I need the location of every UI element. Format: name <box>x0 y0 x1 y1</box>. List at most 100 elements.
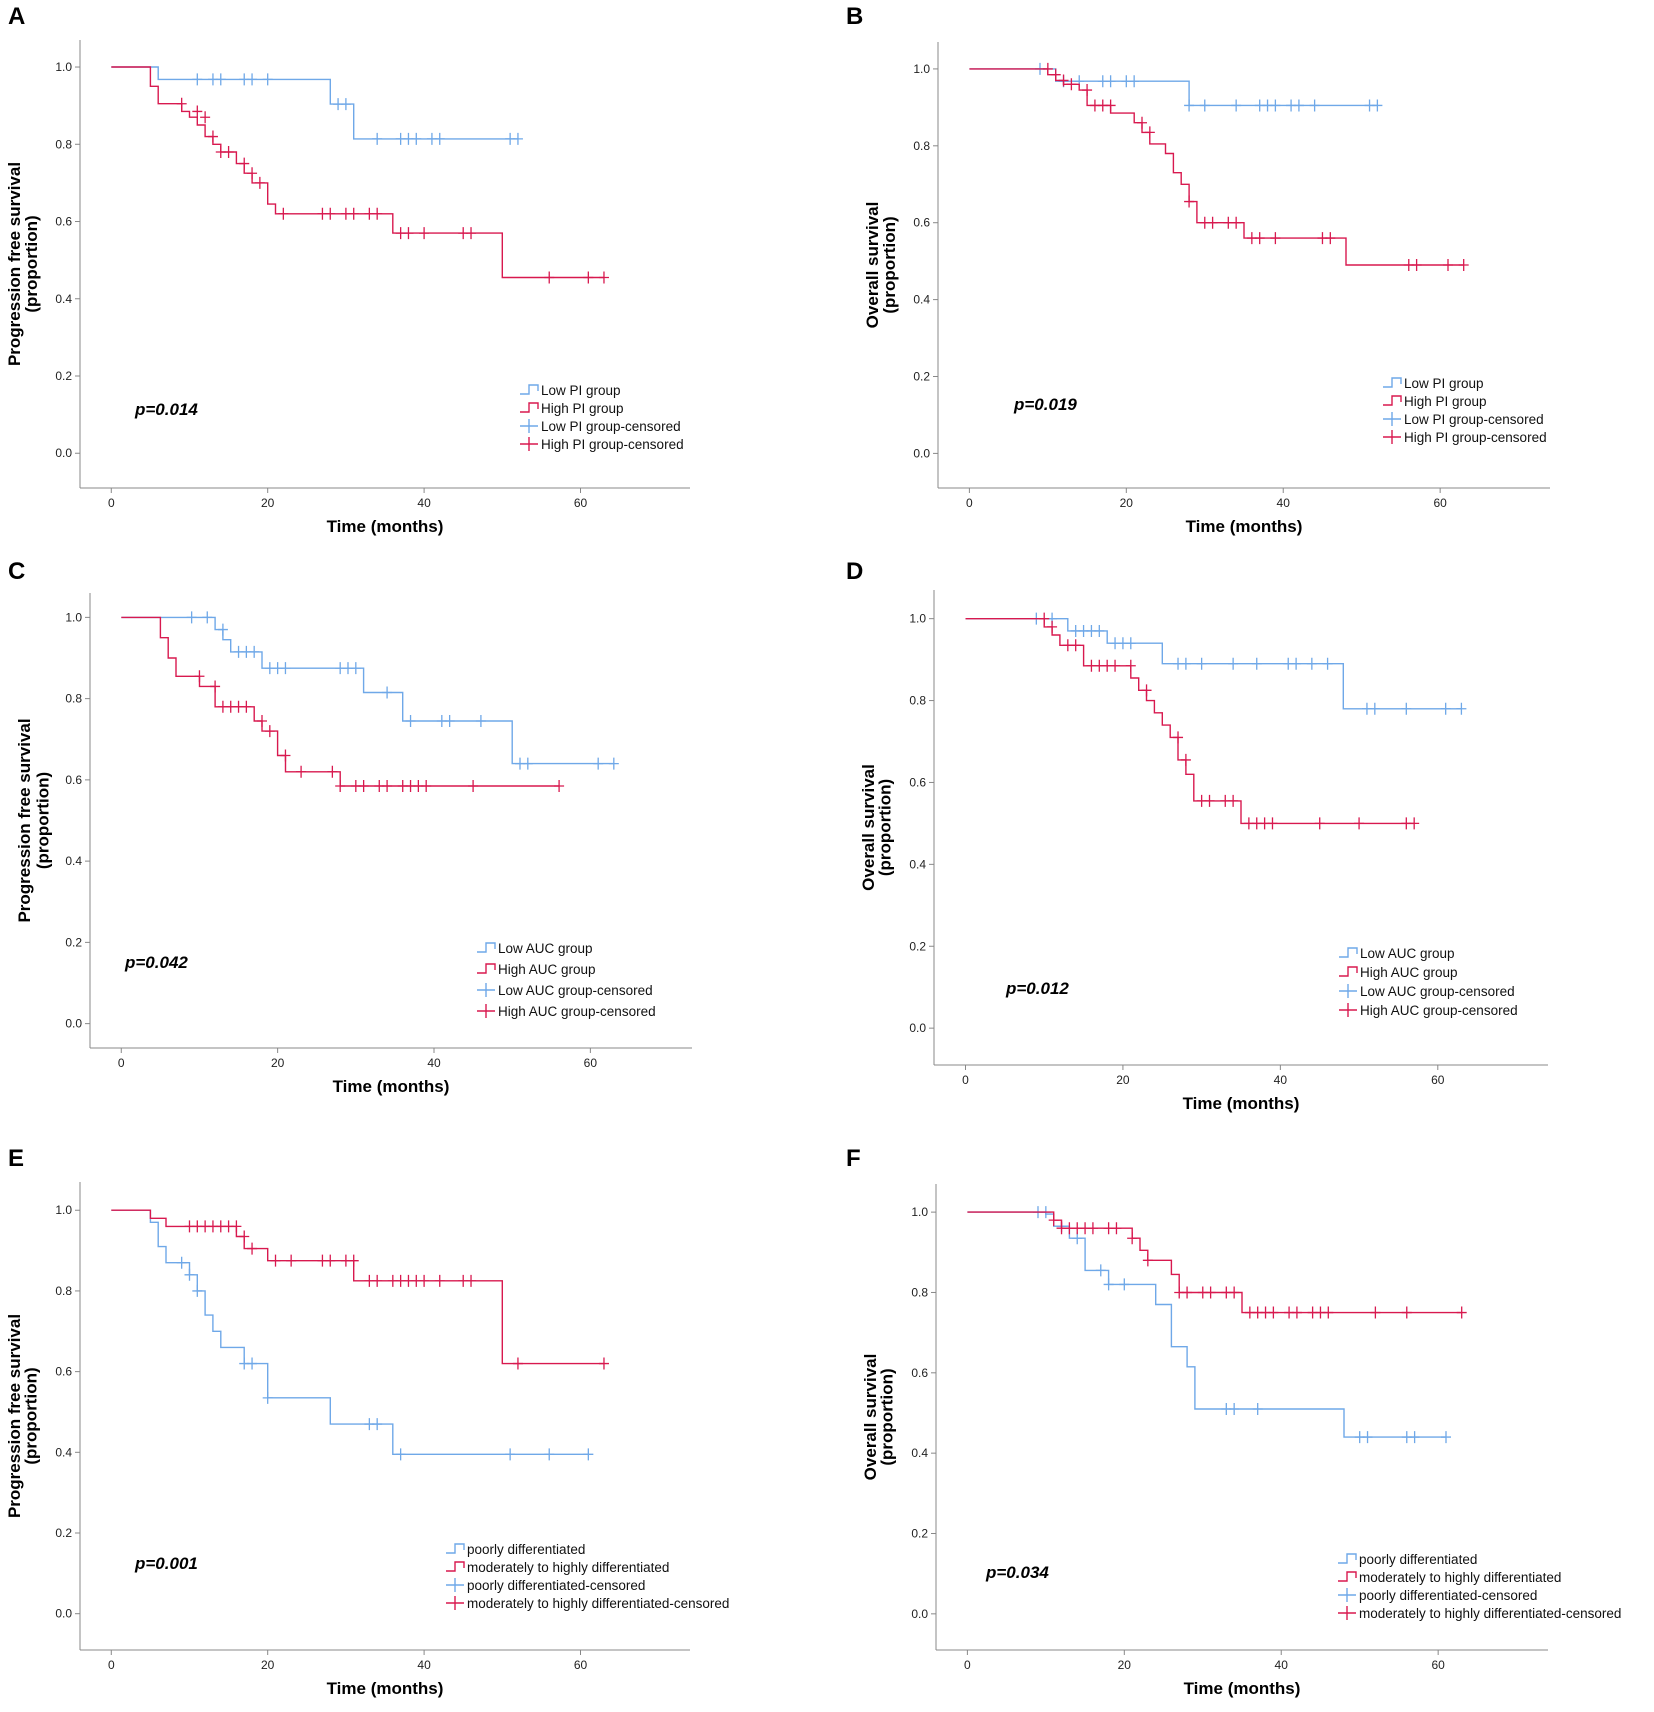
censor-mark <box>192 73 203 86</box>
censor-mark <box>192 105 203 118</box>
y-axis-title: Progression free survival(proportion) <box>5 1314 40 1518</box>
censor-mark <box>1291 1306 1302 1319</box>
censor-mark <box>505 1448 516 1461</box>
survival-curve-high <box>111 66 604 279</box>
y-tick-label: 1.0 <box>911 1205 928 1219</box>
censor-mark <box>1125 659 1136 672</box>
censor-mark <box>1042 62 1053 75</box>
legend-label: moderately to highly differentiated-cens… <box>467 1596 729 1611</box>
censor-mark <box>1229 1402 1240 1415</box>
censor-mark <box>1105 75 1116 88</box>
censor-mark <box>1291 657 1302 670</box>
y-tick-label: 0.6 <box>55 215 72 229</box>
censor-mark <box>286 1254 297 1267</box>
censor-mark <box>1270 99 1281 112</box>
x-tick-label: 60 <box>1431 1658 1445 1672</box>
censor-mark <box>350 662 361 675</box>
censor-mark <box>512 1357 523 1370</box>
censor-mark <box>335 779 346 792</box>
x-tick-label: 20 <box>261 1658 275 1672</box>
legend-label: moderately to highly differentiated-cens… <box>1359 1606 1621 1621</box>
censor-mark <box>1087 1222 1098 1235</box>
censor-mark <box>1182 1286 1193 1299</box>
censor-mark <box>1231 99 1242 112</box>
censor-mark <box>466 1274 477 1287</box>
legend-censor-icon <box>1339 1003 1357 1017</box>
censor-mark <box>247 1357 258 1370</box>
censor-mark <box>1196 657 1207 670</box>
censor-mark <box>1111 1222 1122 1235</box>
censor-mark <box>419 1274 430 1287</box>
legend-label: Low PI group <box>541 383 621 398</box>
censor-mark <box>598 271 609 284</box>
censor-mark <box>1458 259 1469 271</box>
x-tick-label: 60 <box>574 1658 588 1672</box>
censor-mark <box>1306 657 1317 670</box>
y-axis-title-line: Progression free survival <box>5 162 24 366</box>
censor-mark <box>372 1274 383 1287</box>
y-tick-label: 0.8 <box>913 139 930 153</box>
y-axis-title: Overall survival(proportion) <box>859 764 894 891</box>
censor-mark <box>1456 702 1467 715</box>
panel-f: F 0.0 0.2 0.4 0.6 0.8 1.0 0 20 40 60 Time (months) O… <box>838 1142 1654 1712</box>
legend-label: poorly differentiated-censored <box>1359 1588 1537 1603</box>
censor-mark <box>325 207 336 220</box>
censor-mark <box>583 271 594 284</box>
y-axis-title-line: Overall survival <box>863 202 882 329</box>
x-tick-label: 40 <box>417 1658 431 1672</box>
y-tick-label: 0.2 <box>55 1526 72 1540</box>
panel-letter: F <box>846 1145 861 1172</box>
legend-label: High AUC group <box>1360 965 1458 980</box>
censor-mark <box>421 779 432 792</box>
x-axis-title: Time (months) <box>1183 1094 1300 1113</box>
censor-mark <box>270 1254 281 1267</box>
legend-label: High AUC group <box>498 962 596 977</box>
censor-mark <box>1066 78 1077 91</box>
censor-mark <box>1119 1278 1130 1291</box>
y-tick-label: 0.8 <box>55 137 72 151</box>
y-tick-label: 0.4 <box>55 1445 72 1459</box>
y-tick-label: 0.4 <box>911 1446 928 1460</box>
censor-mark <box>583 1448 594 1461</box>
y-axis-title: Overall survival(proportion) <box>861 1354 896 1481</box>
censor-mark <box>1323 1306 1334 1319</box>
legend-censor-icon <box>477 1004 495 1018</box>
censor-mark <box>1443 259 1453 271</box>
survival-curve-high <box>121 616 560 787</box>
censor-mark <box>1137 116 1147 129</box>
y-tick-label: 0.8 <box>65 692 82 706</box>
x-tick-label: 0 <box>964 1658 971 1672</box>
censor-mark <box>340 98 351 111</box>
censor-mark <box>1105 99 1116 112</box>
survival-curve-low <box>967 1211 1446 1438</box>
legend-step-icon <box>477 963 496 974</box>
x-axis-title: Time (months) <box>1184 1679 1301 1698</box>
legend-censor-icon <box>477 983 495 997</box>
censor-mark <box>1228 794 1239 807</box>
x-tick-label: 20 <box>261 496 275 510</box>
y-tick-label: 0.2 <box>909 939 926 953</box>
survival-curve-low <box>121 616 614 765</box>
y-axis-title-line: (proportion) <box>21 1367 40 1464</box>
censor-mark <box>1199 99 1210 112</box>
censor-mark <box>210 680 221 693</box>
legend-label: High PI group <box>541 401 624 416</box>
km-chart-c: C 0.0 0.2 0.4 0.6 0.8 1.0 0 20 40 60 Time (months) P… <box>8 558 692 1096</box>
x-axis-title: Time (months) <box>327 517 444 536</box>
legend-label: High PI group-censored <box>541 437 684 452</box>
censor-mark <box>1144 126 1155 139</box>
censor-mark <box>1229 1286 1240 1299</box>
censor-mark <box>207 130 218 143</box>
y-axis-title-line: (proportion) <box>877 1368 896 1465</box>
censor-mark <box>372 132 383 145</box>
censor-mark <box>544 1448 555 1461</box>
x-tick-label: 0 <box>118 1056 125 1070</box>
y-tick-label: 1.0 <box>55 1203 72 1217</box>
censor-mark <box>184 1268 195 1281</box>
censor-mark <box>176 1256 187 1269</box>
censor-mark <box>249 645 260 658</box>
survival-curve-high <box>967 1211 1462 1314</box>
censor-mark <box>1354 817 1365 830</box>
x-tick-label: 40 <box>417 496 431 510</box>
censor-mark <box>1369 702 1380 715</box>
